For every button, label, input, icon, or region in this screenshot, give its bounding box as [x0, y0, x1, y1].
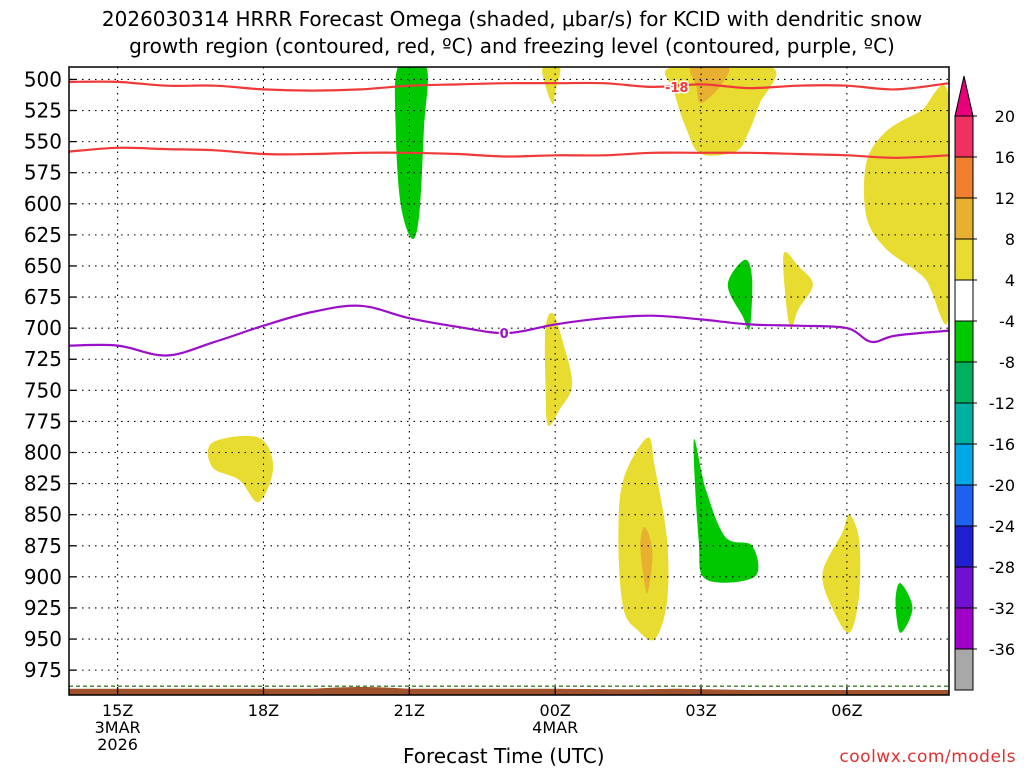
y-tick-label: 825: [24, 472, 62, 496]
colorbar-label: 4: [1005, 271, 1015, 290]
chart-title-line-2: growth region (contoured, red, ºC) and f…: [129, 34, 895, 58]
colorbar-segment: [954, 361, 974, 404]
omega-shaded-region: [822, 514, 861, 633]
y-tick-label: 925: [24, 596, 62, 620]
colorbar-segment: [954, 484, 974, 527]
x-tick-label: 2026: [97, 735, 138, 754]
colorbar-segment: [954, 115, 974, 158]
colorbar-segment: [954, 279, 974, 322]
colorbar-label: -24: [989, 517, 1015, 536]
y-tick-label: 850: [24, 503, 62, 527]
colorbar-label: -16: [989, 435, 1015, 454]
colorbar-label: 20: [995, 107, 1015, 126]
colorbar-label: -4: [999, 312, 1015, 331]
colorbar-label: -8: [999, 353, 1015, 372]
colorbar-top-triangle: [954, 75, 974, 117]
colorbar-segment: [954, 648, 974, 691]
y-tick-label: 900: [24, 565, 62, 589]
x-tick-label: 06Z: [831, 701, 862, 720]
y-tick-label: 950: [24, 627, 62, 651]
contour-label-freezing: 0: [500, 327, 509, 342]
colorbar-label: 12: [995, 189, 1015, 208]
colorbar-segment: [954, 443, 974, 486]
colorbar-label: -32: [989, 599, 1015, 618]
y-tick-label: 750: [24, 378, 62, 402]
colorbar-label: 16: [995, 148, 1015, 167]
x-axis-label: Forecast Time (UTC): [403, 744, 605, 768]
x-tick-label: 00Z: [540, 701, 571, 720]
contour-line: [69, 304, 949, 357]
colorbar-segment: [954, 197, 974, 240]
colorbar-label: -20: [989, 476, 1015, 495]
y-tick-label: 775: [24, 409, 62, 433]
y-tick-label: 800: [24, 441, 62, 465]
omega-shaded-region: [895, 583, 913, 633]
y-tick-label: 975: [24, 658, 62, 682]
colorbar-segment: [954, 566, 974, 609]
y-tick-label: 675: [24, 285, 62, 309]
watermark: coolwx.com/models: [839, 747, 1016, 767]
x-tick-label: 4MAR: [532, 718, 578, 737]
contour-label-minus18: -18: [665, 81, 689, 96]
y-tick-label: 600: [24, 192, 62, 216]
y-tick-label: 875: [24, 534, 62, 558]
omega-shaded-region: [207, 435, 274, 503]
colorbar-segment: [954, 320, 974, 363]
omega-shaded-region: [640, 526, 653, 594]
omega-shaded-region: [783, 251, 813, 329]
x-tick-label: 18Z: [248, 701, 279, 720]
colorbar-segment: [954, 156, 974, 199]
colorbar-label: -12: [989, 394, 1015, 413]
contour-line: [69, 80, 949, 92]
colorbar-segment: [954, 238, 974, 281]
colorbar-label: 8: [1005, 230, 1015, 249]
colorbar-segment: [954, 607, 974, 650]
y-tick-label: 625: [24, 223, 62, 247]
colorbar-label: -36: [989, 640, 1015, 659]
omega-shaded-region: [544, 312, 573, 426]
terrain-fill: [69, 686, 949, 695]
chart-title-line-1: 2026030314 HRRR Forecast Omega (shaded, …: [101, 7, 923, 31]
contour-line: [69, 146, 949, 159]
y-tick-label: 650: [24, 254, 62, 278]
y-tick-label: 500: [24, 67, 62, 91]
y-tick-label: 525: [24, 99, 62, 123]
x-tick-label: 03Z: [685, 701, 716, 720]
chart-title: 2026030314 HRRR Forecast Omega (shaded, …: [0, 6, 1024, 60]
omega-shaded-region: [542, 67, 561, 105]
x-tick-label: 15Z: [102, 701, 133, 720]
omega-shaded-region: [693, 439, 759, 583]
y-tick-label: 575: [24, 161, 62, 185]
y-tick-label: 700: [24, 316, 62, 340]
omega-shaded-region: [727, 259, 753, 330]
omega-shaded-region: [664, 67, 777, 156]
y-tick-label: 725: [24, 347, 62, 371]
x-tick-label: 21Z: [394, 701, 425, 720]
colorbar-segment: [954, 525, 974, 568]
x-tick-label: 3MAR: [95, 718, 141, 737]
y-tick-label: 550: [24, 130, 62, 154]
omega-shaded-region: [863, 85, 949, 325]
colorbar-segment: [954, 402, 974, 445]
colorbar-label: -28: [989, 558, 1015, 577]
plot-frame: [68, 66, 950, 696]
